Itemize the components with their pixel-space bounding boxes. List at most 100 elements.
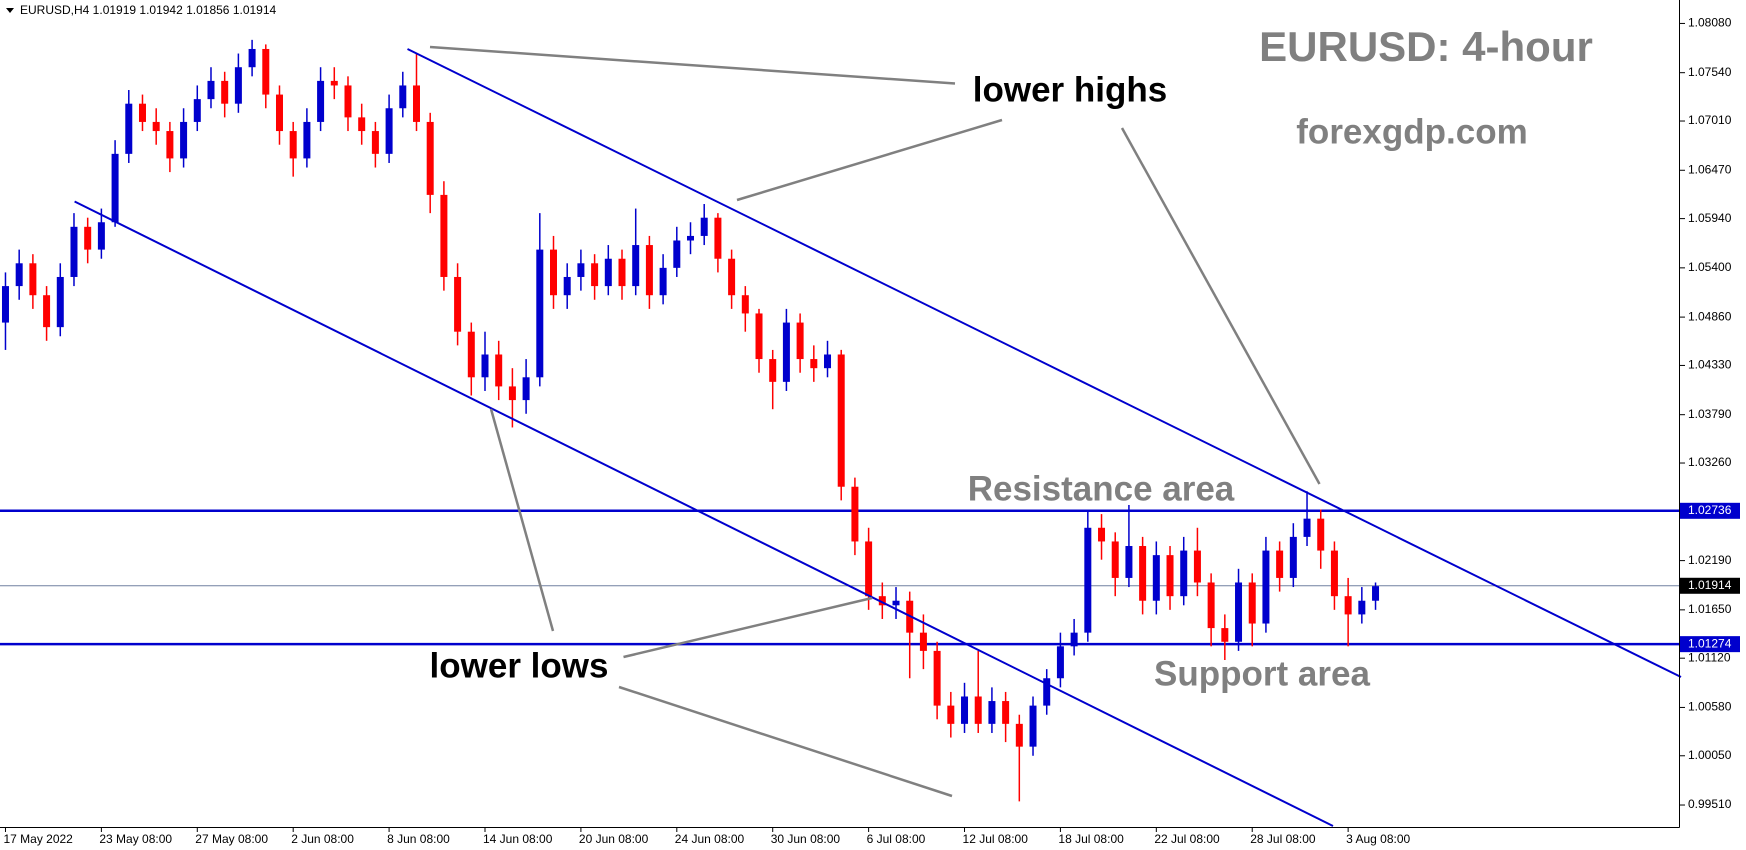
candle-body: [1152, 555, 1160, 601]
candle-body: [467, 331, 475, 378]
candle-body: [1070, 632, 1078, 647]
candle-body: [1235, 582, 1243, 642]
candle-body: [1303, 518, 1311, 537]
level-label: 1.01274: [1688, 636, 1732, 650]
level-label: 1.02736: [1688, 503, 1732, 517]
candle-body: [262, 48, 270, 95]
annotation: lower highs: [973, 70, 1167, 109]
candle-body: [865, 541, 873, 597]
candle-body: [933, 650, 941, 706]
candle-body: [152, 121, 160, 132]
candle-body: [330, 80, 338, 86]
candle-body: [15, 263, 23, 287]
candle-body: [1317, 518, 1325, 551]
x-tick-label: 17 May 2022: [3, 832, 73, 846]
candle-body: [111, 153, 119, 223]
pointer: [623, 596, 873, 659]
x-tick-label: 27 May 08:00: [195, 832, 268, 846]
x-tick-label: 18 Jul 08:00: [1058, 832, 1124, 846]
candle-body: [851, 486, 859, 542]
candle-body: [782, 322, 790, 382]
candle-body: [522, 377, 530, 401]
pointer: [489, 408, 555, 632]
candle-body: [1015, 723, 1023, 747]
candle-body: [56, 276, 64, 328]
candle-body: [892, 600, 900, 606]
candle-body: [1056, 646, 1064, 679]
candle-body: [974, 696, 982, 724]
y-tick-label: 0.99510: [1688, 797, 1732, 811]
candle-body: [1330, 550, 1338, 597]
annotation: lower lows: [430, 646, 609, 685]
menu-arrow[interactable]: [6, 8, 14, 13]
candle-body: [358, 117, 366, 132]
last-price-label: 1.01914: [1688, 578, 1732, 592]
candle-body: [303, 121, 311, 159]
candle-body: [97, 222, 105, 250]
candles: [1, 39, 1380, 802]
x-tick-label: 23 May 08:00: [99, 832, 172, 846]
y-tick-label: 1.06470: [1688, 162, 1732, 176]
candle-body: [317, 80, 325, 122]
candle-body: [138, 103, 146, 122]
candle-body: [1098, 527, 1106, 542]
pointer: [618, 685, 953, 798]
candle-body: [166, 131, 174, 159]
pointer: [429, 45, 956, 85]
candle-body: [1358, 600, 1366, 615]
candle-body: [824, 354, 832, 369]
levels: [0, 509, 1679, 646]
candle-body: [1084, 527, 1092, 633]
candle-body: [700, 217, 708, 236]
y-tick-label: 1.00580: [1688, 700, 1732, 714]
candle-body: [440, 194, 448, 277]
candle-body: [1111, 541, 1119, 578]
upper-channel-line: [407, 48, 1682, 678]
candle-body: [1289, 536, 1297, 578]
candle-body: [577, 263, 585, 277]
candle-body: [248, 48, 256, 68]
candle-body: [988, 701, 996, 724]
candle-body: [1372, 586, 1380, 601]
candle-body: [1221, 628, 1229, 642]
candle-body: [221, 80, 229, 104]
candle-body: [796, 322, 804, 360]
annotation: Support area: [1154, 654, 1370, 693]
candle-body: [755, 313, 763, 360]
chart-title: EURUSD: 4-hour: [1259, 23, 1593, 70]
candle-body: [659, 267, 667, 296]
annotation: Resistance area: [968, 469, 1235, 508]
candle-body: [645, 245, 653, 296]
candle-body: [344, 85, 352, 118]
candle-body: [399, 85, 407, 109]
candle-body: [1193, 550, 1201, 583]
x-tick-label: 22 Jul 08:00: [1154, 832, 1220, 846]
y-tick-label: 1.04330: [1688, 358, 1732, 372]
y-tick-label: 1.01650: [1688, 602, 1732, 616]
y-tick-label: 1.04860: [1688, 309, 1732, 323]
candle-body: [495, 354, 503, 387]
x-tick-label: 24 Jun 08:00: [675, 832, 745, 846]
candle-body: [481, 354, 489, 378]
candle-body: [1344, 596, 1352, 615]
candle-body: [84, 226, 92, 250]
y-tick-label: 1.08080: [1688, 16, 1732, 30]
x-tick-label: 20 Jun 08:00: [579, 832, 649, 846]
candle-body: [1029, 705, 1037, 747]
x-tick-label: 3 Aug 08:00: [1346, 832, 1410, 846]
candle-body: [687, 235, 695, 241]
symbol-header: EURUSD,H4 1.01919 1.01942 1.01856 1.0191…: [20, 3, 277, 17]
candle-body: [728, 258, 736, 296]
x-tick-label: 6 Jul 08:00: [867, 832, 926, 846]
y-tick-label: 1.05940: [1688, 211, 1732, 225]
lower-channel-line: [74, 200, 1334, 827]
candle-body: [591, 263, 599, 287]
candle-body: [193, 99, 201, 122]
candle-body: [508, 386, 516, 401]
last-price-box: [1680, 577, 1740, 594]
candle-body: [412, 85, 420, 122]
y-tick-label: 1.07540: [1688, 65, 1732, 79]
candle-body: [878, 596, 886, 606]
y-tick-label: 1.05400: [1688, 260, 1732, 274]
pointer: [1120, 127, 1321, 485]
